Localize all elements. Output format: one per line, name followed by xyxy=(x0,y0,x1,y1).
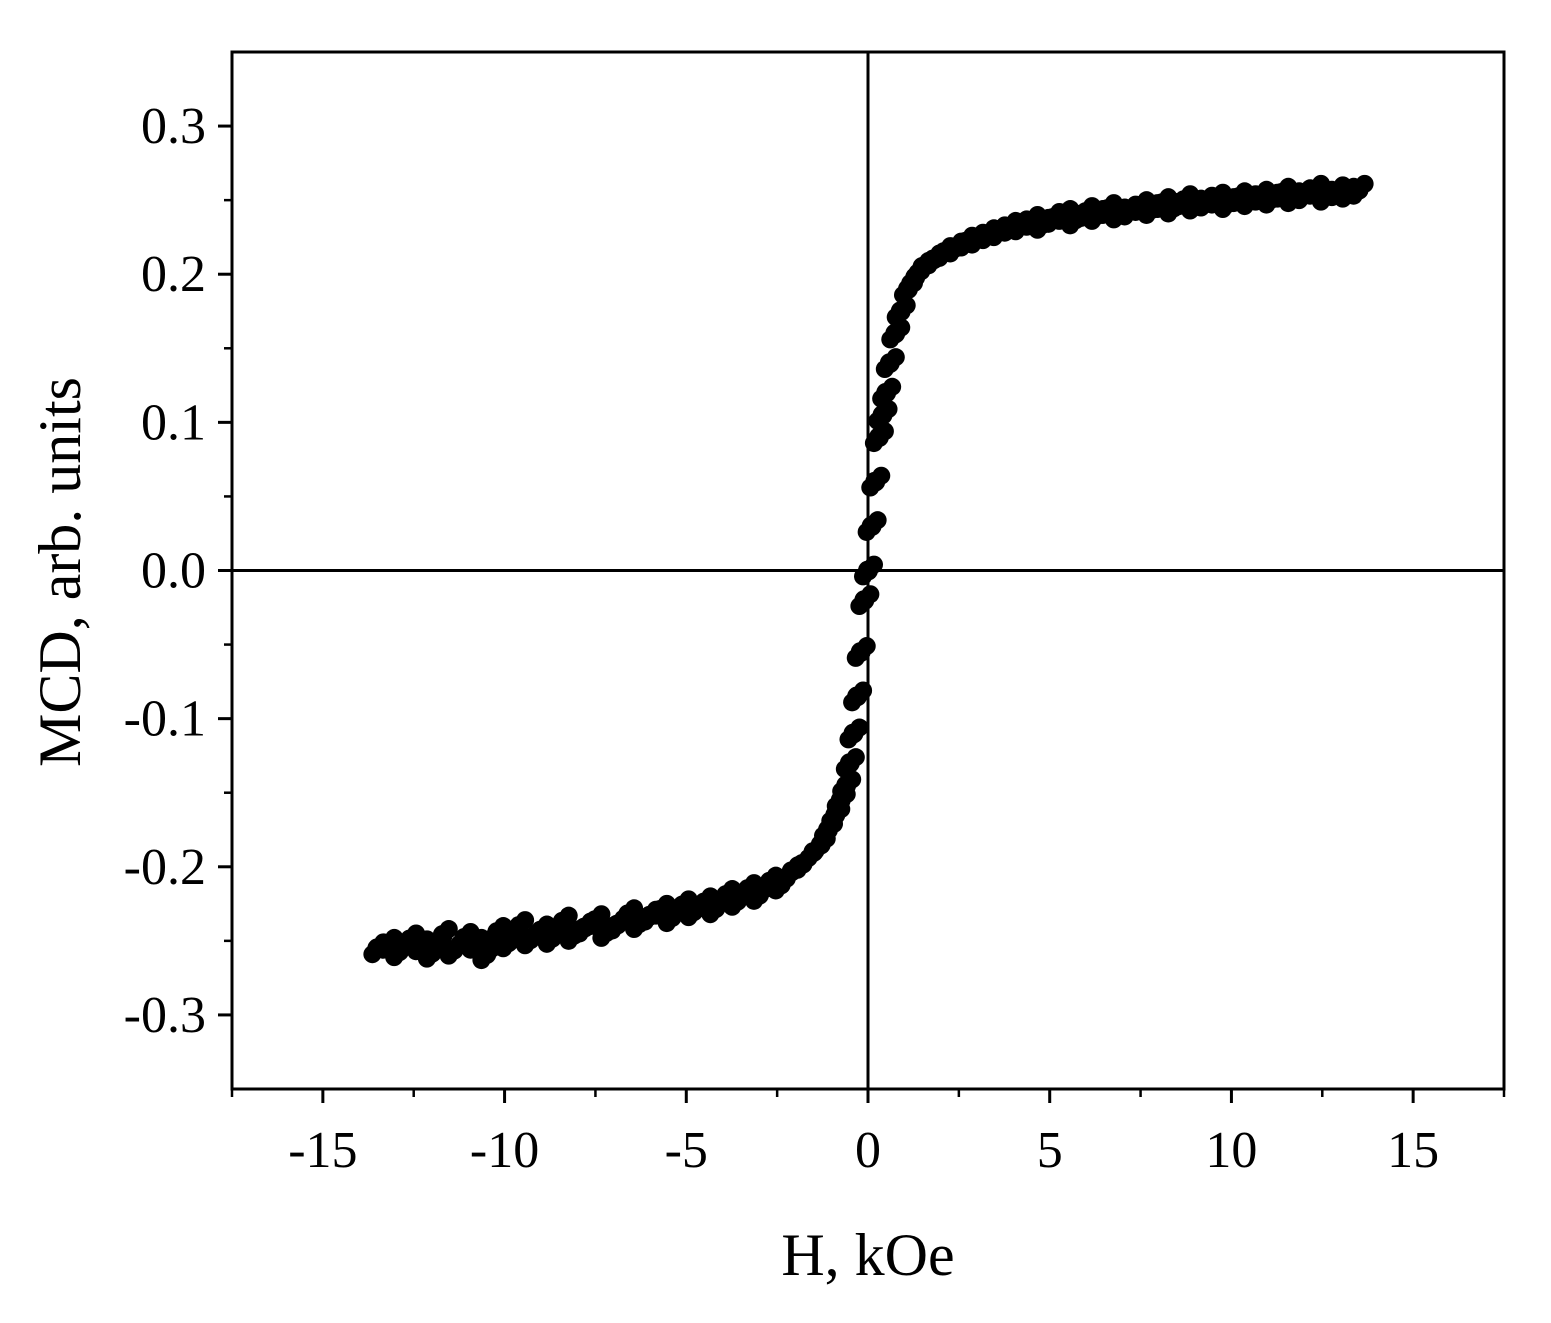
data-point-dup xyxy=(821,811,840,830)
x-tick-label: -5 xyxy=(665,1122,708,1179)
data-point-dup xyxy=(835,760,854,779)
data-point-dup xyxy=(806,841,825,860)
data-markers xyxy=(363,174,1374,970)
y-tick-label: 0.3 xyxy=(141,98,206,155)
y-tick-label: 0.0 xyxy=(141,543,206,600)
data-point-dup xyxy=(868,511,887,530)
x-axis-label: H, kOe xyxy=(781,1222,954,1288)
y-tick-label: -0.1 xyxy=(124,691,206,748)
data-point-dup xyxy=(701,905,720,924)
data-point-dup xyxy=(494,939,513,958)
y-tick-label: 0.2 xyxy=(141,246,206,303)
data-point-dup xyxy=(814,826,833,845)
data-point-dup xyxy=(839,730,858,749)
data-point-dup xyxy=(872,389,891,408)
data-point-dup xyxy=(592,905,611,924)
data-point-dup xyxy=(428,931,447,950)
data-point-dup xyxy=(846,748,865,767)
data-point-dup xyxy=(559,906,578,925)
data-point-dup xyxy=(886,348,905,367)
data-point-dup xyxy=(1344,186,1363,205)
data-point-dup xyxy=(875,360,894,379)
data-point-dup xyxy=(439,920,458,939)
data-point-dup xyxy=(826,797,845,816)
y-tick-label: 0.1 xyxy=(141,394,206,451)
data-point-dup xyxy=(832,782,851,801)
y-axis-label: MCD, arb. units xyxy=(27,377,93,767)
data-point-dup xyxy=(881,330,900,349)
data-point-dup xyxy=(516,911,535,930)
x-tick-label: 10 xyxy=(1205,1122,1257,1179)
x-tick-label: 5 xyxy=(1037,1122,1063,1179)
data-point-dup xyxy=(537,934,556,953)
data-point-dup xyxy=(850,597,869,616)
x-tick-label: 15 xyxy=(1387,1122,1439,1179)
data-point-dup xyxy=(868,411,887,430)
y-tick-label: -0.2 xyxy=(124,839,206,896)
y-tick-label: -0.3 xyxy=(124,987,206,1044)
data-point-dup xyxy=(872,466,891,485)
data-point-dup xyxy=(657,914,676,933)
data-point-dup xyxy=(548,918,567,937)
data-point-dup xyxy=(886,308,905,327)
data-point-dup xyxy=(766,881,785,900)
data-point-dup xyxy=(788,860,807,879)
data-point-dup xyxy=(723,897,742,916)
x-tick-label: 0 xyxy=(855,1122,881,1179)
data-point-dup xyxy=(472,951,491,970)
x-tick-label: -15 xyxy=(288,1122,357,1179)
data-point-dup xyxy=(861,478,880,497)
data-point-dup xyxy=(385,948,404,967)
data-point-dup xyxy=(1355,174,1374,193)
data-point-dup xyxy=(439,946,458,965)
axes: -15 -10 -5 0 5 10 15 -0.3 -0.2 -0.1 0.0 0.1 0.2 0.3 xyxy=(124,50,1506,1179)
data-point-dup xyxy=(846,648,865,667)
data-point-dup xyxy=(883,377,902,396)
data-point-dup xyxy=(843,693,862,712)
x-tick-label: -10 xyxy=(470,1122,539,1179)
data-point-dup xyxy=(417,949,436,968)
data-point-dup xyxy=(581,917,600,936)
data-point-dup xyxy=(744,891,763,910)
data-point-dup xyxy=(850,718,869,737)
data-point-dup xyxy=(861,585,880,604)
data-point-dup xyxy=(505,922,524,941)
